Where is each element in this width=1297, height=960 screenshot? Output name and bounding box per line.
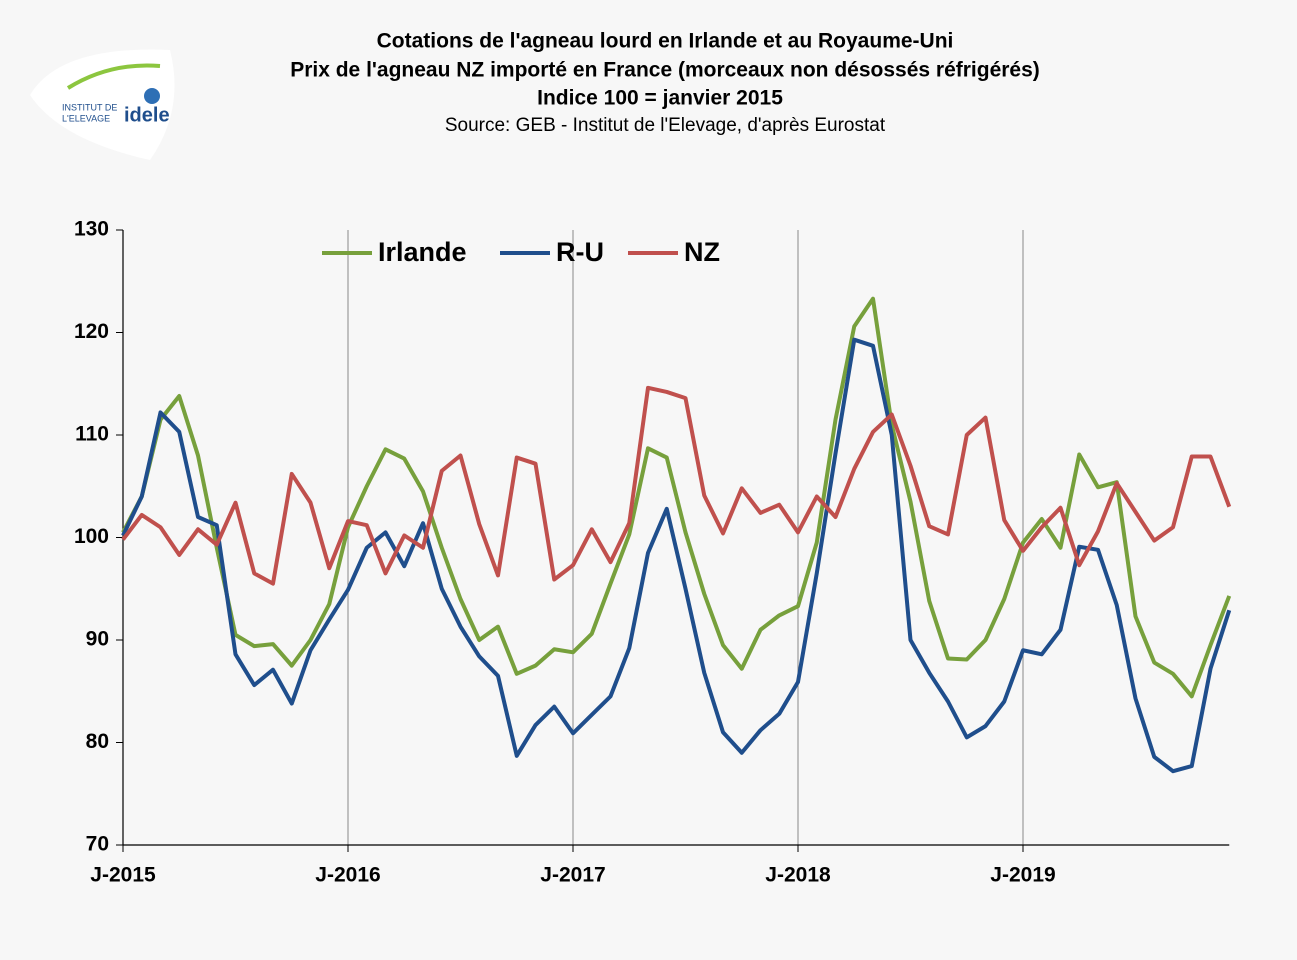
logo-brand: idele bbox=[124, 104, 170, 126]
x-tick-label: J-2018 bbox=[765, 864, 831, 887]
x-tick-label: J-2017 bbox=[540, 864, 605, 887]
logo-swoosh bbox=[66, 63, 161, 90]
x-tick-label: J-2016 bbox=[315, 864, 380, 887]
y-tick-label: 90 bbox=[86, 628, 109, 651]
chart-source: Source: GEB - Institut de l'Elevage, d'a… bbox=[445, 115, 886, 136]
legend-label: Irlande bbox=[378, 237, 467, 267]
x-tick-label: J-2015 bbox=[90, 864, 156, 887]
logo-shape bbox=[30, 49, 175, 160]
logo-text: L'ELEVAGE bbox=[62, 113, 110, 123]
logo: INSTITUT DE L'ELEVAGE idele bbox=[30, 49, 175, 160]
logo-drop bbox=[144, 88, 160, 104]
chart-subtitle: Indice 100 = janvier 2015 bbox=[537, 87, 783, 110]
y-tick-label: 80 bbox=[86, 730, 109, 753]
y-tick-label: 130 bbox=[74, 218, 109, 241]
x-tick-label: J-2019 bbox=[990, 864, 1055, 887]
series-line bbox=[121, 337, 1232, 774]
y-tick-label: 120 bbox=[74, 320, 109, 343]
chart-title: Cotations de l'agneau lourd en Irlande e… bbox=[377, 30, 954, 53]
legend-label: NZ bbox=[684, 237, 720, 267]
legend-label: R-U bbox=[556, 237, 604, 267]
y-tick-label: 100 bbox=[74, 525, 109, 548]
y-tick-label: 110 bbox=[75, 423, 109, 446]
y-tick-label: 70 bbox=[86, 833, 109, 856]
series-line bbox=[121, 385, 1232, 586]
chart-subtitle: Prix de l'agneau NZ importé en France (m… bbox=[290, 59, 1040, 82]
logo-text: INSTITUT DE bbox=[62, 102, 117, 112]
